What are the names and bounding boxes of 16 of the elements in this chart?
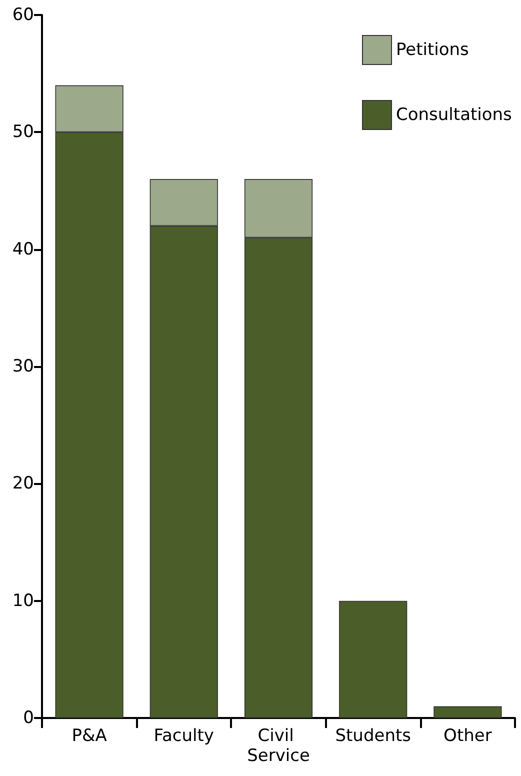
y-tick-label: 50: [12, 122, 34, 142]
legend-label: Consultations: [396, 105, 512, 125]
legend-label: Petitions: [396, 40, 469, 60]
x-tick-label: P&A: [72, 726, 108, 746]
y-tick-label: 40: [12, 239, 34, 260]
y-tick-label: 20: [12, 474, 34, 494]
x-tick-label: Faculty: [154, 726, 214, 746]
y-tick-label: 10: [12, 590, 34, 611]
y-tick-label: 60: [12, 5, 34, 25]
bar: [339, 600, 408, 718]
x-tick-label: Civil Service: [247, 726, 310, 766]
x-tick-label: Students: [335, 726, 412, 746]
bar: [434, 706, 502, 718]
x-tick-label: Other: [444, 726, 492, 746]
y-tick-label: 0: [23, 708, 34, 728]
y-tick-label: 30: [12, 356, 34, 376]
